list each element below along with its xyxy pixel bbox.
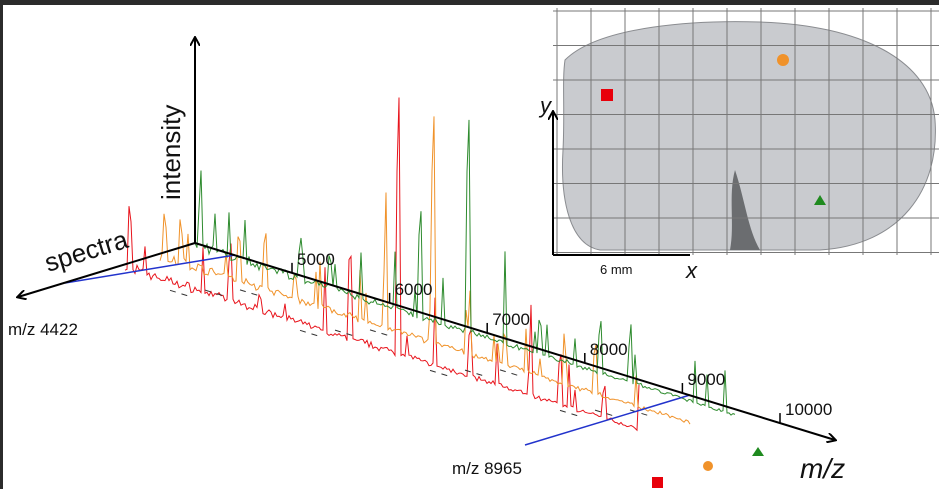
mz-8965-line <box>524 394 691 446</box>
mz-tick-label: 10000 <box>785 400 832 419</box>
dash-guide <box>559 409 581 417</box>
inset: y x 6 mm <box>538 5 939 283</box>
mz-4422-line <box>64 254 236 284</box>
inset-y-label: y <box>538 93 553 118</box>
dash-guide <box>464 369 486 377</box>
mz-tick-label: 8000 <box>590 340 628 359</box>
dash-guide <box>429 369 451 377</box>
inset-x-label: x <box>685 258 698 283</box>
marker-square <box>652 477 663 488</box>
left-border <box>0 0 3 489</box>
dash-guide <box>334 329 356 337</box>
dash-guide <box>629 409 651 417</box>
annotation-mz-4422: m/z 4422 <box>8 320 78 339</box>
marker-square <box>601 89 613 101</box>
marker-triangle <box>752 447 764 456</box>
mz-axis <box>194 242 835 440</box>
inset-grid <box>553 8 939 255</box>
dash-guide <box>239 289 261 297</box>
spectra-axis <box>18 242 196 297</box>
annotation-mz-8965: m/z 8965 <box>452 459 522 478</box>
spectra-label: spectra <box>41 224 132 278</box>
mz-tick-label: 5000 <box>297 250 335 269</box>
intensity-label: intensity <box>156 105 186 200</box>
marker-circle <box>703 461 713 471</box>
mz-tick-label: 9000 <box>687 370 725 389</box>
dash-guide <box>594 409 616 417</box>
tissue <box>562 21 936 251</box>
dash-guide <box>204 289 226 297</box>
mz-label: m/z <box>800 453 845 484</box>
dash-guide <box>369 329 391 337</box>
mz-tick-label: 7000 <box>492 310 530 329</box>
mz-tick-label: 6000 <box>395 280 433 299</box>
dash-guide <box>169 289 191 297</box>
marker-triangle <box>814 195 826 205</box>
inset-scale-label: 6 mm <box>600 262 633 277</box>
spectrum <box>124 97 640 432</box>
dash-guide <box>499 369 521 377</box>
top-border <box>0 0 939 5</box>
marker-circle <box>777 54 789 66</box>
dash-guide <box>299 329 321 337</box>
axes: intensity spectra m/z m/z 4422 m/z 8965 … <box>8 38 845 484</box>
spectrum <box>159 116 691 425</box>
tissue-dark <box>730 170 760 250</box>
